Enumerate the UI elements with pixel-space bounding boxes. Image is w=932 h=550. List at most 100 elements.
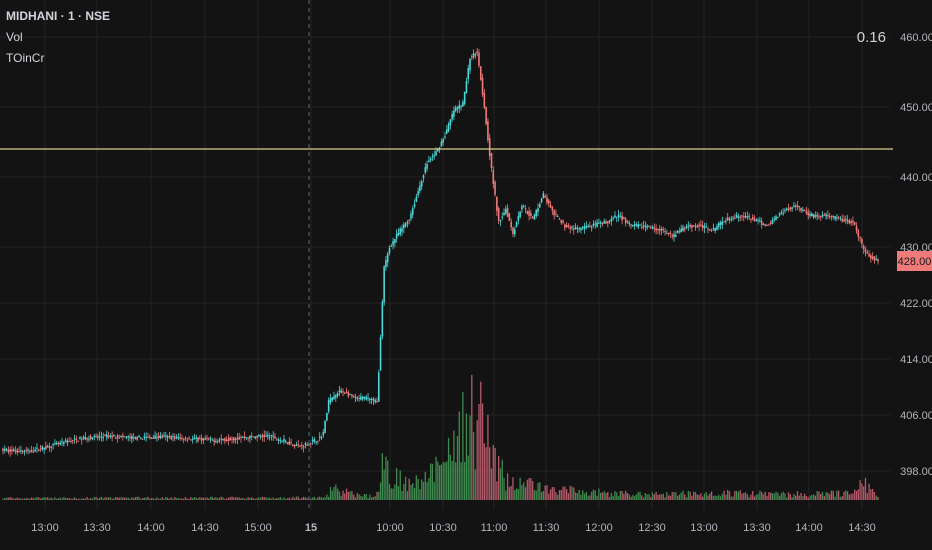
candle-body — [716, 226, 718, 230]
candle-body — [614, 215, 616, 218]
candle-body — [508, 213, 511, 221]
turnover-indicator-label[interactable]: TOinCr — [6, 51, 45, 65]
candle-body — [224, 438, 226, 441]
candle-body — [776, 217, 779, 219]
candle-body — [125, 437, 128, 439]
volume-bar — [591, 491, 593, 500]
volume-bar — [122, 497, 124, 500]
volume-bar — [32, 498, 35, 500]
volume-bar — [515, 488, 518, 500]
candle-body — [188, 438, 190, 440]
candle-body — [825, 214, 827, 217]
symbol-title[interactable]: MIDHANI · 1 · NSE — [6, 9, 111, 23]
candle-body — [485, 107, 487, 125]
volume-bar — [703, 493, 706, 500]
candle-body — [279, 440, 282, 442]
volume-bar — [107, 497, 110, 500]
candle-body — [775, 216, 777, 221]
volume-bar — [285, 498, 287, 500]
volume-bar — [236, 497, 239, 500]
volume-indicator-label[interactable]: Vol — [6, 30, 23, 44]
volume-bar — [605, 493, 607, 500]
candle-body — [395, 233, 398, 239]
candle-body — [708, 229, 711, 231]
candle-body — [488, 138, 491, 157]
candle-body — [342, 391, 344, 393]
candle-body — [453, 110, 455, 117]
candle-body — [383, 266, 385, 303]
volume-bar — [705, 492, 707, 500]
candle-body — [692, 225, 695, 227]
volume-bar — [795, 495, 797, 500]
volume-bar — [433, 482, 435, 500]
candle-body — [739, 216, 742, 218]
candles — [2, 47, 879, 457]
time-tick-label: 14:30 — [191, 522, 219, 534]
volume-bar — [533, 490, 536, 500]
volume-bar — [372, 496, 375, 500]
candle-body — [37, 450, 40, 452]
volume-bar — [569, 485, 571, 500]
candle-body — [479, 66, 482, 80]
candle-body — [481, 77, 484, 95]
candle-body — [168, 435, 171, 437]
volume-bar — [803, 493, 806, 500]
volume-bar — [528, 478, 530, 500]
price-tick-label: 406.00 — [900, 410, 932, 422]
volume-bar — [675, 492, 677, 500]
volume-bar — [834, 496, 836, 500]
volume-bar — [200, 497, 203, 500]
volume-bar — [784, 493, 786, 500]
volume-bar — [499, 468, 502, 500]
candle-body — [225, 440, 228, 442]
volume-bar — [199, 496, 201, 500]
candle-body — [853, 222, 856, 225]
volume-bar — [66, 498, 69, 500]
candle-body — [408, 220, 410, 222]
candle-body — [424, 167, 427, 173]
volume-bar — [292, 496, 294, 500]
candle-body — [603, 221, 606, 224]
volume-bar — [41, 497, 44, 500]
volume-bar — [664, 497, 666, 500]
volume-bar — [208, 498, 210, 500]
candle-body — [263, 434, 266, 438]
volume-bar — [413, 488, 416, 500]
candle-body — [420, 181, 423, 187]
candle-body — [195, 437, 198, 439]
candle-body — [370, 398, 373, 400]
candle-body — [769, 222, 772, 224]
volume-bar — [131, 497, 133, 500]
volume-bar — [786, 497, 788, 500]
volume-bar — [213, 497, 215, 500]
volume-bar — [98, 497, 101, 500]
candle-body — [590, 227, 593, 229]
candle-body — [850, 221, 852, 224]
price-axis[interactable]: 398.00406.00414.00422.00430.00440.00450.… — [897, 32, 932, 478]
volume-bar — [735, 490, 738, 500]
candle-body — [20, 450, 22, 452]
candle-body — [363, 396, 366, 398]
time-axis[interactable]: 13:00 13:30 14:00 14:30 15:00 15 10:00 10:30 11:… — [31, 522, 876, 534]
volume-bar — [743, 493, 745, 500]
candle-body — [780, 212, 783, 214]
candle-body — [193, 437, 196, 440]
volume-bar — [109, 497, 112, 500]
candle-body — [250, 435, 253, 437]
candle-body — [243, 436, 246, 438]
candle-body — [442, 139, 444, 143]
volume-bar — [197, 498, 199, 500]
volume-bar — [345, 488, 348, 500]
volume-bar — [837, 490, 840, 500]
volume-bar — [673, 491, 675, 500]
candle-body — [555, 213, 557, 215]
volume-bar — [687, 490, 689, 500]
candle-body — [585, 225, 588, 228]
candle-body — [499, 220, 502, 222]
candle-body — [653, 227, 656, 230]
volume-bar — [877, 496, 879, 500]
volume-bar — [852, 493, 854, 500]
volume-bar — [669, 495, 672, 500]
